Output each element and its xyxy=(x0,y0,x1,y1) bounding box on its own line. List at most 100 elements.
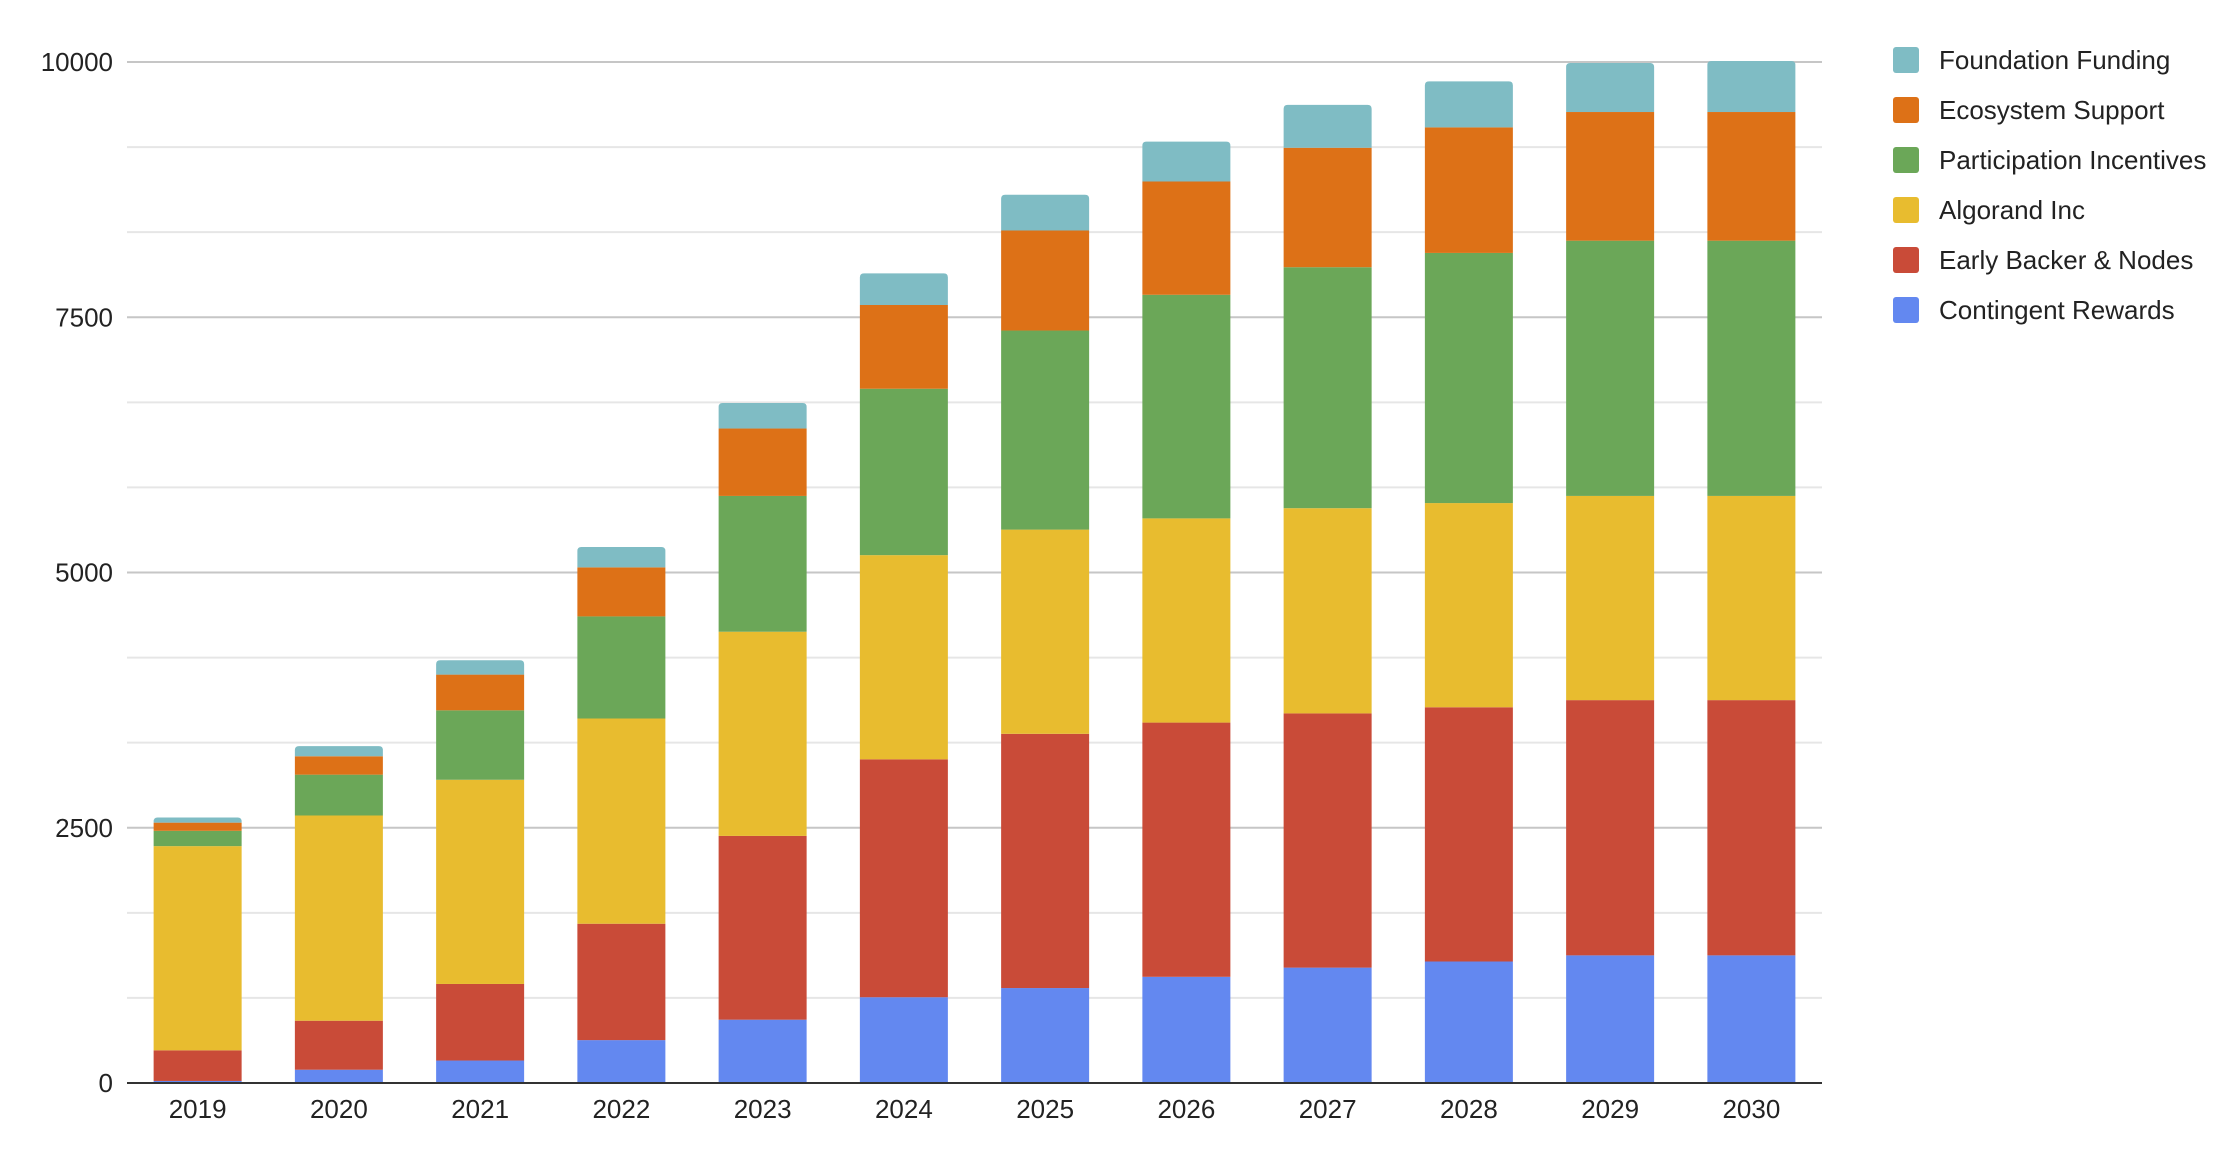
bar-segment-early-backer-nodes-2030 xyxy=(1707,700,1796,956)
bar-segment-foundation-funding-2029 xyxy=(1566,63,1655,113)
bar-segment-participation-incentives-2029 xyxy=(1566,240,1655,496)
bar-segment-participation-incentives-2024 xyxy=(859,388,948,556)
bar-segment-contingent-rewards-2022 xyxy=(577,1040,666,1083)
bar-segment-contingent-rewards-2024 xyxy=(859,997,948,1083)
bar-segment-algorand-inc-2020 xyxy=(294,815,383,1021)
bar-segment-foundation-funding-2026 xyxy=(1142,141,1231,182)
bar-segment-early-backer-nodes-2019 xyxy=(153,1050,242,1081)
x-tick-label: 2029 xyxy=(1581,1094,1639,1124)
y-tick-label: 7500 xyxy=(55,302,113,332)
bar-segment-foundation-funding-2028 xyxy=(1424,81,1513,128)
bar-segment-contingent-rewards-2026 xyxy=(1142,976,1231,1083)
bar-stack-2029 xyxy=(1566,63,1655,1083)
bar-segment-contingent-rewards-2023 xyxy=(718,1019,807,1083)
legend-swatch xyxy=(1893,147,1919,173)
legend-item-early-backer-nodes: Early Backer & Nodes xyxy=(1893,245,2193,275)
bar-segment-early-backer-nodes-2026 xyxy=(1142,722,1231,977)
bar-segment-early-backer-nodes-2021 xyxy=(436,983,525,1061)
bar-stack-2028 xyxy=(1424,81,1513,1083)
legend-label: Ecosystem Support xyxy=(1939,95,2165,125)
bar-segment-algorand-inc-2030 xyxy=(1707,495,1796,701)
legend-item-ecosystem-support: Ecosystem Support xyxy=(1893,95,2165,125)
bar-segment-participation-incentives-2023 xyxy=(718,495,807,632)
bar-segment-foundation-funding-2030 xyxy=(1707,60,1796,113)
bar-segment-foundation-funding-2023 xyxy=(718,403,807,429)
bar-segment-participation-incentives-2028 xyxy=(1424,252,1513,504)
bar-segment-ecosystem-support-2028 xyxy=(1424,127,1513,253)
bar-segment-early-backer-nodes-2028 xyxy=(1424,707,1513,962)
bar-segment-foundation-funding-2022 xyxy=(577,546,666,568)
legend-label: Participation Incentives xyxy=(1939,145,2206,175)
bars-layer xyxy=(153,60,1796,1083)
bar-segment-foundation-funding-2027 xyxy=(1283,104,1372,148)
legend-swatch xyxy=(1893,197,1919,223)
bar-segment-contingent-rewards-2019 xyxy=(153,1080,242,1083)
legend-swatch xyxy=(1893,47,1919,73)
legend-label: Contingent Rewards xyxy=(1939,295,2175,325)
bar-segment-contingent-rewards-2025 xyxy=(1001,988,1090,1083)
x-tick-label: 2027 xyxy=(1299,1094,1357,1124)
bar-segment-ecosystem-support-2027 xyxy=(1283,147,1372,268)
y-tick-label: 2500 xyxy=(55,813,113,843)
bar-segment-participation-incentives-2020 xyxy=(294,774,383,816)
bar-segment-algorand-inc-2026 xyxy=(1142,518,1231,723)
bar-segment-algorand-inc-2024 xyxy=(859,555,948,760)
bar-stack-2022 xyxy=(577,546,666,1083)
x-tick-label: 2022 xyxy=(592,1094,650,1124)
bar-segment-contingent-rewards-2029 xyxy=(1566,955,1655,1083)
legend-item-foundation-funding: Foundation Funding xyxy=(1893,45,2170,75)
bar-segment-algorand-inc-2019 xyxy=(153,846,242,1051)
x-tick-label: 2024 xyxy=(875,1094,933,1124)
bar-segment-ecosystem-support-2030 xyxy=(1707,112,1796,241)
bar-segment-ecosystem-support-2026 xyxy=(1142,181,1231,295)
bar-segment-early-backer-nodes-2025 xyxy=(1001,733,1090,989)
y-tick-label: 10000 xyxy=(41,47,113,77)
legend-item-algorand-inc: Algorand Inc xyxy=(1893,195,2085,225)
bar-segment-algorand-inc-2027 xyxy=(1283,508,1372,714)
x-tick-label: 2020 xyxy=(310,1094,368,1124)
bar-stack-2025 xyxy=(1001,194,1090,1083)
axis-layer: 0 2500 5000 7500 10000 2019 2020 2021 2022 2023 20… xyxy=(41,47,1822,1124)
x-tick-label: 2019 xyxy=(169,1094,227,1124)
bar-segment-foundation-funding-2024 xyxy=(859,273,948,305)
bar-segment-early-backer-nodes-2027 xyxy=(1283,713,1372,968)
bar-stack-2023 xyxy=(718,403,807,1083)
bar-segment-ecosystem-support-2021 xyxy=(436,674,525,711)
bar-segment-participation-incentives-2027 xyxy=(1283,267,1372,509)
bar-segment-participation-incentives-2021 xyxy=(436,710,525,780)
bar-segment-foundation-funding-2021 xyxy=(436,660,525,675)
bar-segment-contingent-rewards-2028 xyxy=(1424,961,1513,1083)
bar-stack-2019 xyxy=(153,817,242,1083)
legend-label: Foundation Funding xyxy=(1939,45,2170,75)
bar-segment-algorand-inc-2022 xyxy=(577,718,666,924)
bar-segment-early-backer-nodes-2022 xyxy=(577,923,666,1041)
legend: Foundation Funding Ecosystem Support Parti… xyxy=(1893,45,2206,325)
bar-segment-participation-incentives-2026 xyxy=(1142,294,1231,519)
x-tick-label: 2025 xyxy=(1016,1094,1074,1124)
bar-stack-2026 xyxy=(1142,141,1231,1083)
legend-swatch xyxy=(1893,247,1919,273)
bar-segment-participation-incentives-2030 xyxy=(1707,240,1796,496)
bar-segment-participation-incentives-2025 xyxy=(1001,330,1090,530)
legend-label: Algorand Inc xyxy=(1939,195,2085,225)
bar-segment-ecosystem-support-2029 xyxy=(1566,112,1655,241)
bar-segment-participation-incentives-2019 xyxy=(153,830,242,847)
bar-segment-ecosystem-support-2025 xyxy=(1001,230,1090,331)
bar-segment-algorand-inc-2021 xyxy=(436,779,525,984)
legend-swatch xyxy=(1893,97,1919,123)
bar-segment-early-backer-nodes-2023 xyxy=(718,835,807,1020)
bar-segment-foundation-funding-2025 xyxy=(1001,194,1090,231)
y-tick-label: 0 xyxy=(99,1068,113,1098)
x-tick-label: 2028 xyxy=(1440,1094,1498,1124)
bar-segment-contingent-rewards-2030 xyxy=(1707,955,1796,1083)
bar-segment-algorand-inc-2028 xyxy=(1424,503,1513,708)
bar-segment-contingent-rewards-2027 xyxy=(1283,967,1372,1083)
bar-stack-2024 xyxy=(859,273,948,1083)
bar-segment-early-backer-nodes-2024 xyxy=(859,759,948,998)
bar-stack-2027 xyxy=(1283,104,1372,1083)
bar-segment-ecosystem-support-2022 xyxy=(577,567,666,617)
bar-segment-ecosystem-support-2023 xyxy=(718,428,807,496)
bar-segment-algorand-inc-2029 xyxy=(1566,495,1655,701)
